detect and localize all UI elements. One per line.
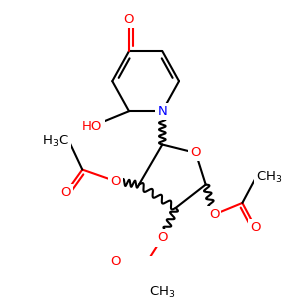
Text: O: O <box>157 231 168 244</box>
Text: O: O <box>110 175 121 188</box>
Text: O: O <box>190 146 201 159</box>
Text: O: O <box>124 13 134 26</box>
Text: O: O <box>250 221 261 234</box>
Text: O: O <box>209 208 219 221</box>
Text: O: O <box>110 255 121 268</box>
Text: N: N <box>158 105 167 118</box>
Text: CH$_3$: CH$_3$ <box>149 285 176 300</box>
Text: CH$_3$: CH$_3$ <box>256 170 282 185</box>
Text: O: O <box>60 186 71 200</box>
Text: H$_3$C: H$_3$C <box>42 134 69 149</box>
Text: HO: HO <box>82 120 103 133</box>
